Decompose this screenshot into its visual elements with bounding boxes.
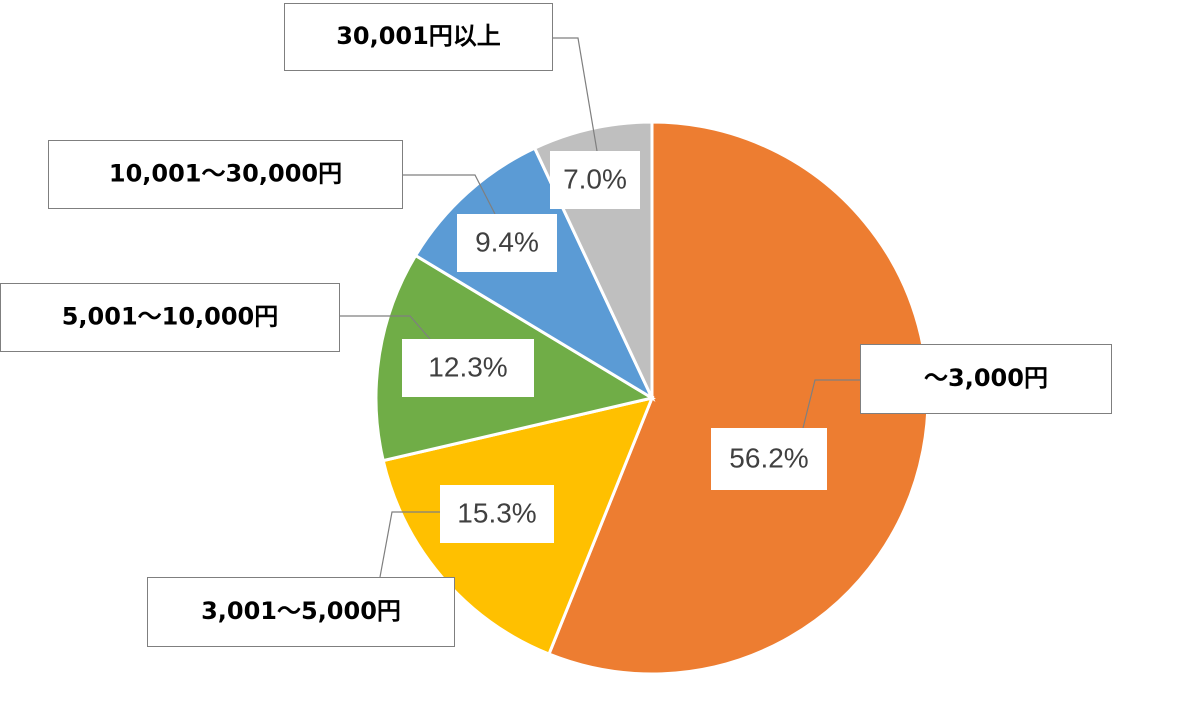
value-label: 56.2% bbox=[729, 442, 808, 473]
leader-line bbox=[379, 511, 440, 578]
category-label: 5,001～10,000円 bbox=[62, 303, 279, 331]
leader-line bbox=[802, 379, 860, 429]
category-box bbox=[860, 344, 1112, 414]
value-label-box bbox=[550, 151, 640, 209]
leader-line bbox=[340, 315, 431, 340]
pie-slice bbox=[413, 146, 656, 402]
category-box bbox=[48, 140, 403, 209]
pie-slice bbox=[547, 120, 930, 676]
category-box bbox=[147, 577, 455, 647]
value-label-box bbox=[457, 214, 557, 272]
leader-line bbox=[553, 37, 598, 152]
value-label: 12.3% bbox=[428, 351, 507, 382]
value-label: 15.3% bbox=[457, 497, 536, 528]
value-label-box bbox=[402, 339, 534, 397]
leader-line bbox=[403, 174, 496, 215]
value-label-box bbox=[440, 485, 554, 543]
category-label: 3,001～5,000円 bbox=[201, 597, 401, 625]
category-label: 10,001～30,000円 bbox=[109, 160, 342, 188]
value-label-box bbox=[711, 428, 827, 490]
category-label: ～3,000円 bbox=[924, 364, 1048, 392]
value-label: 7.0% bbox=[563, 163, 627, 194]
category-box bbox=[0, 283, 340, 352]
category-label: 30,001円以上 bbox=[336, 22, 501, 50]
category-box bbox=[284, 3, 553, 71]
value-label: 9.4% bbox=[475, 226, 539, 257]
